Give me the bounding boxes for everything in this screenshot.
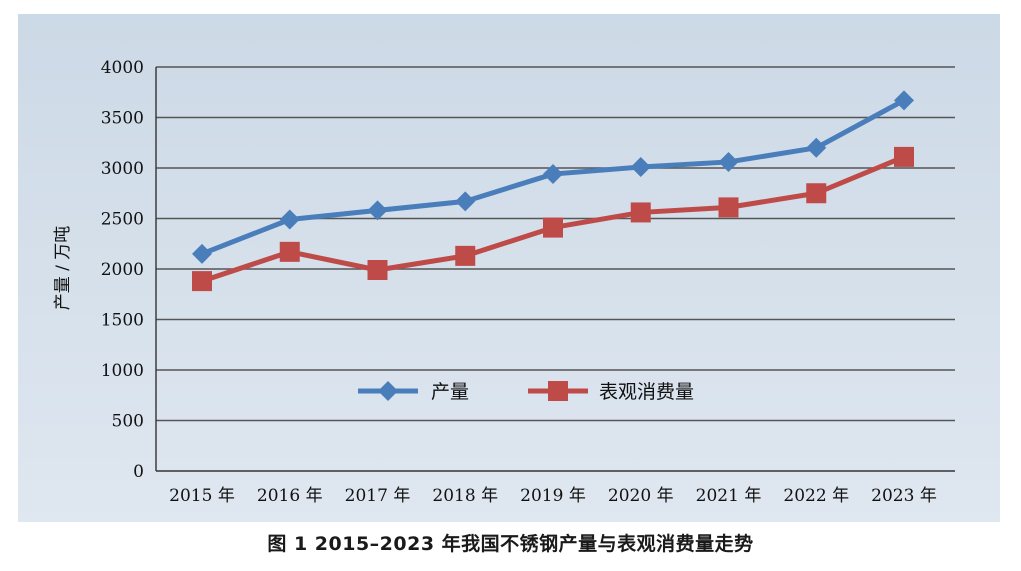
legend-marker [378, 381, 398, 401]
y-tick-labels: 0 500 1000 1500 2000 2500 3000 3500 4000 [101, 58, 144, 482]
square-point [367, 260, 388, 281]
y-tick-label: 4000 [101, 58, 144, 78]
diamond-point [543, 164, 563, 185]
x-tick-labels: 2015 年 2016 年 2017 年 2018 年 2019 年 2020 年 2021… [169, 486, 937, 506]
diamond-point [455, 191, 476, 212]
diamond-point [192, 243, 212, 264]
x-tick-label: 2021 年 [696, 486, 762, 506]
series-lines [192, 90, 914, 292]
square-point [192, 271, 212, 292]
x-tick-label: 2018 年 [432, 486, 498, 506]
legend-label: 表观消费量 [599, 381, 694, 403]
y-tick-label: 1500 [101, 311, 144, 331]
grid-lines [156, 66, 955, 422]
y-tick-label: 500 [112, 412, 144, 432]
diamond-point [630, 156, 651, 177]
y-axis-label: 产量 / 万吨 [53, 226, 73, 311]
square-point [806, 183, 827, 204]
square-point [894, 146, 914, 167]
x-tick-label: 2016 年 [257, 486, 323, 506]
legend-label: 产量 [431, 381, 469, 403]
y-tick-label: 0 [133, 462, 144, 482]
figure-caption: 图 1 2015–2023 年我国不锈钢产量与表观消费量走势 [267, 533, 754, 555]
x-tick-label: 2023 年 [871, 486, 937, 506]
diamond-point [894, 90, 914, 111]
square-point [630, 202, 651, 223]
x-tick-label: 2015 年 [169, 486, 235, 506]
legend-item: 产量 [358, 381, 469, 403]
y-tick-label: 3000 [101, 159, 144, 179]
series-1 [192, 90, 914, 264]
square-point [455, 245, 476, 266]
legend-item: 表观消费量 [528, 381, 694, 403]
y-tick-label: 2000 [101, 260, 144, 280]
diamond-point [718, 151, 739, 172]
series-2 [192, 146, 914, 292]
x-tick-label: 2019 年 [520, 486, 586, 506]
y-tick-label: 2500 [101, 210, 144, 230]
x-tick-label: 2020 年 [608, 486, 674, 506]
square-point [543, 217, 563, 238]
legend-marker [548, 381, 568, 401]
legend: 产量 表观消费量 [358, 381, 694, 403]
diamond-point [806, 137, 827, 158]
diamond-point [367, 200, 388, 221]
diamond-point [279, 209, 300, 230]
axes [155, 67, 955, 472]
x-tick-label: 2022 年 [783, 486, 849, 506]
x-tick-label: 2017 年 [345, 486, 411, 506]
y-tick-label: 3500 [101, 109, 144, 129]
square-point [718, 197, 739, 218]
y-tick-label: 1000 [101, 361, 144, 381]
square-point [279, 241, 300, 262]
